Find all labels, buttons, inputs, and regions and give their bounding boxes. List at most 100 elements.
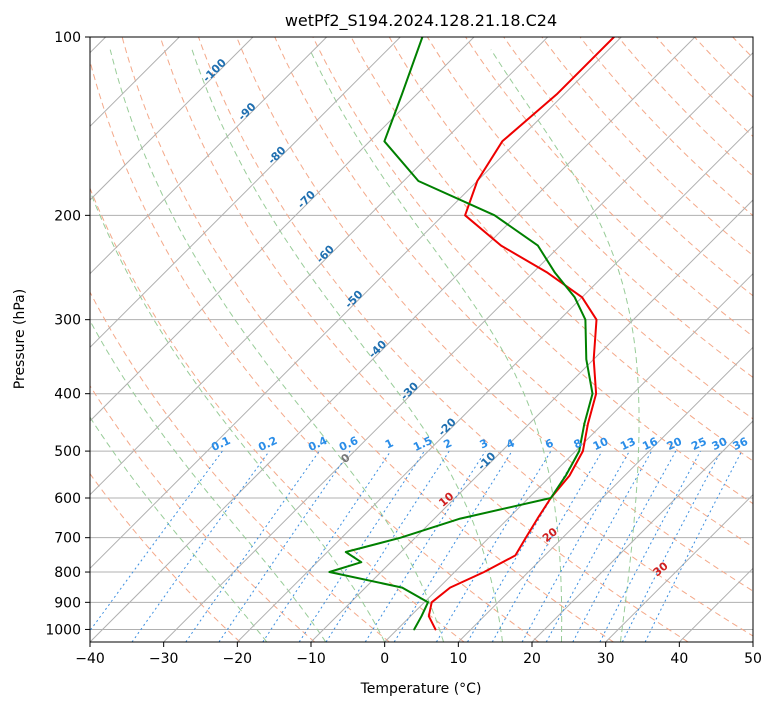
isotherm-line [236, 125, 753, 642]
mixing-ratio-label: 10 [591, 435, 611, 453]
x-tick-label: 20 [523, 651, 541, 667]
dry-adiabat-line [90, 59, 540, 642]
dry-adiabat-line [541, 37, 753, 257]
isotherm-line [90, 37, 696, 642]
mixing-ratio-line [621, 450, 722, 642]
isotherm-label: -70 [295, 188, 318, 211]
isotherm-label: -20 [436, 415, 459, 438]
dry-adiabat-line [236, 37, 753, 592]
dry-adiabat-line [617, 37, 753, 177]
plot-frame [89, 36, 754, 643]
isotherm-line [90, 37, 622, 570]
mixing-ratio-label: 1 [383, 436, 395, 451]
y-tick-label: 600 [54, 491, 81, 507]
isotherm-line [531, 420, 753, 642]
moist-adiabat-line [90, 189, 386, 642]
mixing-ratio-line [185, 450, 320, 642]
moist-adiabat-line [490, 49, 640, 642]
isotherm-label: -60 [314, 242, 337, 265]
dry-adiabat-line [656, 37, 753, 138]
mixing-ratio-line [393, 450, 513, 642]
mixing-ratio-line [218, 450, 351, 642]
isotherm-line [90, 37, 254, 201]
mixing-ratio-label: 25 [689, 435, 708, 453]
background-lines [90, 37, 775, 642]
isotherm-line [678, 567, 753, 642]
mixing-ratio-label: 36 [731, 435, 751, 453]
mixing-ratio-line [325, 450, 450, 642]
dry-adiabat-line [465, 37, 753, 338]
x-tick-label: 50 [744, 651, 762, 667]
mixing-ratio-line [644, 450, 743, 642]
moist-adiabat-line [90, 319, 327, 642]
isotherm-label: -40 [366, 338, 389, 361]
x-axis-title: Temperature (°C) [360, 681, 482, 697]
dry-adiabat-line [90, 472, 241, 642]
y-tick-label: 900 [54, 595, 81, 611]
line-labels: 0.1 0.2 0.4 0.6 1 1.5 2 3 4 6 8 10 13 16 20 25 30 36-100-… [200, 56, 775, 609]
isotherm-label: -30 [398, 379, 421, 402]
dry-adiabat-label: 10 [436, 489, 456, 509]
dry-adiabat-line [426, 37, 753, 378]
isotherm-line [605, 493, 753, 642]
dry-adiabat-line [771, 37, 775, 642]
isotherm-line [310, 199, 753, 642]
x-tick-label: −40 [75, 651, 105, 667]
isotherm-line [457, 346, 753, 642]
x-tick-label: −30 [149, 651, 179, 667]
dry-adiabat-line [350, 37, 753, 462]
mixing-ratio-line [364, 450, 486, 642]
dry-adiabat-line [90, 384, 316, 642]
moist-adiabat-line [109, 49, 445, 642]
dry-adiabat-label: 40 [764, 589, 775, 609]
mixing-ratio-label: 30 [710, 435, 730, 453]
dry-adiabat-line [159, 37, 689, 642]
mixing-ratio-line [491, 450, 603, 642]
dry-adiabat-line [90, 186, 465, 642]
mixing-ratio-line [599, 450, 701, 642]
x-tick-label: 0 [380, 651, 389, 667]
x-axis: −40 −30 −20 −10 0 10 20 30 40 50 [75, 642, 762, 667]
dry-adiabat-label: 30 [651, 559, 671, 579]
moist-adiabat-line [90, 416, 268, 642]
isotherm-line [90, 37, 549, 496]
mixing-ratio-label: 16 [640, 435, 660, 453]
isotherm-label: -100 [200, 56, 229, 85]
y-axis: 100 200 300 400 500 600 700 800 900 1000 [45, 30, 90, 638]
isotherm-line [90, 37, 401, 349]
isotherm-line [90, 37, 475, 422]
dry-adiabat-line [90, 291, 390, 642]
mixing-ratio-line [521, 450, 630, 642]
isotherm-line [90, 37, 328, 275]
mixing-ratio-line [298, 450, 425, 642]
mixing-ratio-label: 6 [543, 436, 556, 451]
mixing-ratio-line [545, 450, 653, 642]
plot-series [328, 37, 615, 631]
dry-adiabat-line [312, 37, 753, 505]
isotherm-line [384, 272, 753, 642]
y-tick-label: 700 [54, 531, 81, 547]
dry-adiabat-line [121, 37, 614, 642]
mixing-ratio-line [435, 450, 552, 642]
mixing-ratio-label: 13 [618, 435, 637, 453]
dry-adiabat-line [198, 37, 753, 637]
y-tick-label: 400 [54, 387, 81, 403]
isotherm-line [752, 641, 753, 642]
y-tick-label: 200 [54, 208, 81, 224]
dry-adiabat-line [694, 37, 753, 98]
x-tick-label: −20 [223, 651, 253, 667]
dry-adiabat-line [388, 37, 753, 420]
dry-adiabat-label: 0 [338, 451, 352, 466]
mixing-ratio-line [572, 450, 677, 642]
y-axis-title: Pressure (hPa) [12, 289, 28, 389]
mixing-ratio-line [131, 450, 270, 642]
dry-adiabat-line [503, 37, 753, 297]
mixing-ratio-line [90, 450, 223, 632]
mixing-ratio-label: 20 [665, 435, 685, 453]
x-tick-label: 40 [670, 651, 688, 667]
isotherm-label: -10 [475, 449, 498, 472]
isotherm-line [163, 51, 753, 642]
dry-adiabat-line [732, 37, 753, 59]
y-tick-label: 800 [54, 565, 81, 581]
